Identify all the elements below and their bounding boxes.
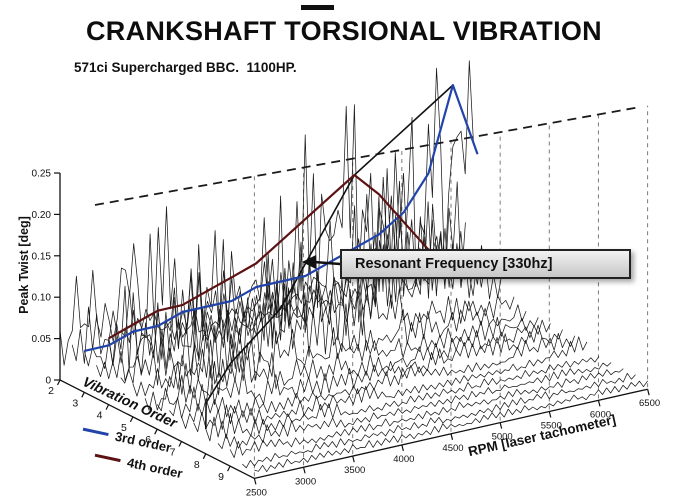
line-shape bbox=[313, 260, 341, 266]
axes-group bbox=[54, 172, 650, 485]
text-shape: 4 bbox=[97, 410, 103, 422]
text-shape: 3 bbox=[72, 397, 78, 409]
line-shape bbox=[302, 467, 306, 474]
polyline-shape bbox=[169, 324, 563, 419]
text-shape: 2 bbox=[48, 385, 54, 397]
text-shape: 0.10 bbox=[32, 293, 52, 304]
limit-line-group bbox=[94, 106, 641, 206]
polyline-shape bbox=[205, 84, 454, 430]
text-shape: 7 bbox=[170, 447, 176, 459]
polyline-shape bbox=[181, 333, 576, 429]
traces-group bbox=[59, 60, 648, 473]
polyline-shape bbox=[156, 319, 551, 412]
line-shape bbox=[202, 453, 207, 460]
text-shape: 0.20 bbox=[32, 210, 52, 221]
line-shape bbox=[105, 404, 110, 410]
tick-labels-group: 0 0.05 0.10 0.15 0.20 0.25 2 3 4 5 6 7 8 9 2500 3000 350… bbox=[32, 169, 661, 499]
polyline-shape bbox=[83, 60, 478, 370]
legend-swatch-4th-order-line bbox=[94, 453, 121, 463]
text-shape: 0 bbox=[45, 376, 51, 387]
chart-subtitle: 571ci Supercharged BBC. 1100HP. bbox=[74, 60, 297, 75]
polyline-shape bbox=[144, 316, 539, 411]
line-shape bbox=[227, 465, 231, 472]
text-shape: 5500 bbox=[541, 421, 562, 432]
text-shape: 2500 bbox=[246, 487, 267, 498]
line-shape bbox=[178, 441, 183, 447]
line-shape bbox=[253, 478, 257, 485]
annotation-arrow bbox=[302, 255, 341, 269]
text-shape: 5000 bbox=[492, 432, 513, 443]
text-shape: 9 bbox=[218, 471, 224, 483]
line-shape bbox=[154, 428, 158, 435]
text-shape: 0.05 bbox=[32, 334, 52, 345]
line-shape bbox=[129, 416, 134, 423]
line-shape bbox=[352, 455, 355, 463]
text-shape: 4500 bbox=[442, 443, 463, 454]
line-shape bbox=[548, 411, 552, 418]
resonant-frequency-callout: Resonant Frequency [330hz] bbox=[340, 249, 631, 279]
text-shape: 6 bbox=[145, 434, 151, 446]
polyline-shape bbox=[193, 336, 588, 433]
line-shape bbox=[81, 392, 85, 398]
resonance-locus bbox=[205, 84, 454, 430]
line-shape bbox=[450, 433, 454, 440]
text-shape: 8 bbox=[194, 459, 200, 471]
line-shape bbox=[499, 422, 503, 429]
line-shape bbox=[94, 106, 641, 206]
legend-swatch-3rd-order-line bbox=[82, 427, 109, 437]
polyline-shape bbox=[229, 368, 624, 458]
polyline-shape bbox=[59, 206, 454, 366]
text-shape: 0.25 bbox=[32, 169, 52, 180]
polyline-shape bbox=[242, 372, 636, 469]
text-shape: 4000 bbox=[393, 454, 414, 465]
polyline-shape bbox=[254, 380, 648, 473]
polygon-shape bbox=[302, 255, 316, 269]
polyline-shape bbox=[205, 356, 600, 442]
text-shape: 3000 bbox=[295, 476, 316, 487]
polyline-shape bbox=[108, 104, 503, 372]
polyline-shape bbox=[96, 176, 490, 382]
text-shape: 6000 bbox=[590, 409, 611, 420]
line-shape bbox=[647, 389, 650, 396]
top-mark bbox=[301, 5, 334, 10]
text-shape: 3500 bbox=[344, 465, 365, 476]
polyline-shape bbox=[120, 241, 515, 386]
line-shape bbox=[401, 444, 404, 452]
polyline-shape bbox=[84, 83, 479, 352]
text-shape: 6500 bbox=[639, 398, 660, 409]
line-shape bbox=[56, 379, 61, 386]
line-shape bbox=[597, 400, 601, 407]
z-axis-label: Peak Twist [deg] bbox=[17, 216, 31, 314]
text-shape: 5 bbox=[121, 422, 127, 434]
text-shape: 0.15 bbox=[32, 251, 52, 262]
polyline-shape bbox=[217, 362, 612, 450]
chart-title: CRANKSHAFT TORSIONAL VIBRATION bbox=[85, 16, 602, 46]
polyline-shape bbox=[132, 287, 527, 397]
